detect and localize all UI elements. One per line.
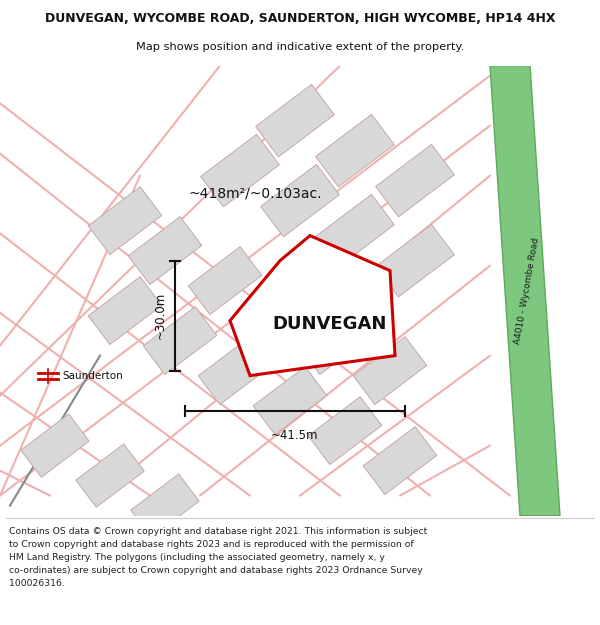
Polygon shape bbox=[198, 337, 272, 404]
Polygon shape bbox=[88, 187, 162, 254]
Polygon shape bbox=[243, 277, 317, 344]
Polygon shape bbox=[298, 307, 372, 374]
Text: DUNVEGAN: DUNVEGAN bbox=[273, 314, 387, 332]
Polygon shape bbox=[128, 217, 202, 284]
Polygon shape bbox=[143, 307, 217, 374]
Polygon shape bbox=[230, 236, 395, 376]
Polygon shape bbox=[76, 444, 144, 508]
Polygon shape bbox=[316, 114, 394, 187]
Polygon shape bbox=[376, 144, 454, 217]
Text: ~418m²/~0.103ac.: ~418m²/~0.103ac. bbox=[188, 187, 322, 201]
Text: ~30.0m: ~30.0m bbox=[154, 292, 167, 339]
Text: Saunderton: Saunderton bbox=[62, 371, 123, 381]
Polygon shape bbox=[376, 224, 454, 297]
Text: A4010 - Wycombe Road: A4010 - Wycombe Road bbox=[513, 236, 541, 345]
Polygon shape bbox=[188, 247, 262, 314]
Polygon shape bbox=[316, 194, 394, 267]
Polygon shape bbox=[363, 427, 437, 494]
Text: DUNVEGAN, WYCOMBE ROAD, SAUNDERTON, HIGH WYCOMBE, HP14 4HX: DUNVEGAN, WYCOMBE ROAD, SAUNDERTON, HIGH… bbox=[45, 12, 555, 25]
Polygon shape bbox=[308, 397, 382, 464]
Text: Map shows position and indicative extent of the property.: Map shows position and indicative extent… bbox=[136, 42, 464, 52]
Polygon shape bbox=[200, 134, 280, 207]
Polygon shape bbox=[490, 66, 560, 516]
Polygon shape bbox=[353, 337, 427, 404]
Text: ~41.5m: ~41.5m bbox=[271, 429, 319, 442]
Polygon shape bbox=[253, 367, 327, 434]
Polygon shape bbox=[88, 277, 162, 344]
Polygon shape bbox=[21, 414, 89, 478]
Polygon shape bbox=[260, 164, 340, 237]
Text: Contains OS data © Crown copyright and database right 2021. This information is : Contains OS data © Crown copyright and d… bbox=[9, 527, 427, 588]
Polygon shape bbox=[131, 474, 199, 538]
Polygon shape bbox=[256, 84, 334, 157]
